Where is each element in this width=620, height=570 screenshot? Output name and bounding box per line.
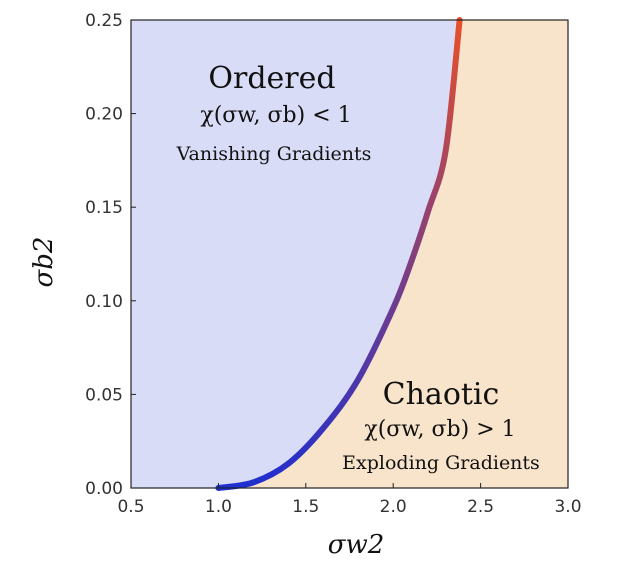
- chaotic-formula: χ(σw, σb) > 1: [364, 417, 515, 442]
- x-tick-label: 0.5: [117, 497, 144, 517]
- y-tick-label: 0.15: [85, 198, 123, 218]
- ordered-formula: χ(σw, σb) < 1: [200, 103, 351, 128]
- plot-frame: [130, 19, 569, 489]
- ordered-subtitle: Vanishing Gradients: [176, 143, 372, 165]
- x-tick-label: 1.0: [205, 497, 232, 517]
- x-tick-label: 3.0: [554, 497, 581, 517]
- x-tick-label: 1.5: [292, 497, 319, 517]
- x-tick-label: 2.5: [467, 497, 494, 517]
- y-tick-label: 0.10: [85, 292, 123, 312]
- x-axis-ticks: 0.5 1.0 1.5 2.0 2.5 3.0: [117, 483, 582, 517]
- y-tick-label: 0.25: [85, 11, 123, 31]
- plot-area: [130, 17, 569, 491]
- x-axis-label: σw2: [328, 530, 385, 560]
- y-tick-label: 0.05: [85, 385, 123, 405]
- chaotic-region: [218, 20, 568, 488]
- chaotic-title: Chaotic: [383, 377, 500, 412]
- y-tick-label: 0.20: [85, 105, 123, 125]
- phase-boundary-line: [215, 17, 463, 491]
- ordered-title: Ordered: [208, 61, 335, 96]
- ordered-region: [131, 20, 460, 488]
- chaotic-subtitle: Exploding Gradients: [342, 452, 540, 474]
- x-tick-label: 2.0: [380, 497, 407, 517]
- y-axis-ticks: 0.00 0.05 0.10 0.15 0.20 0.25: [85, 11, 136, 499]
- y-tick-label: 0.00: [85, 479, 123, 499]
- y-axis-label: σb2: [29, 237, 59, 288]
